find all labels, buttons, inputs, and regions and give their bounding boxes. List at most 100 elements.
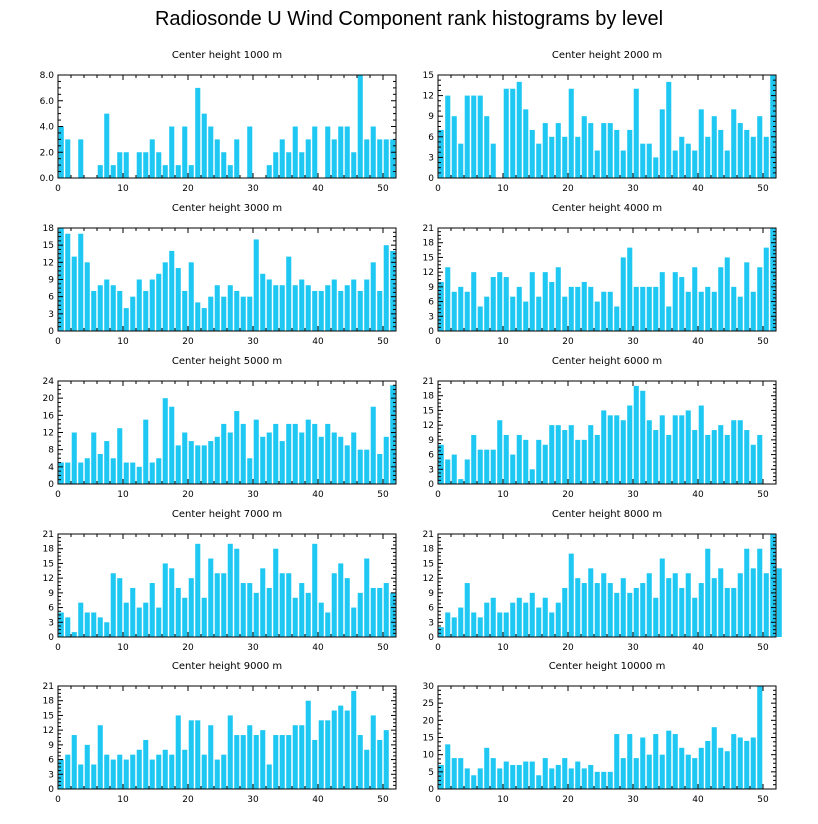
bar <box>188 262 194 331</box>
bar <box>143 152 149 178</box>
bar <box>390 139 396 179</box>
x-tick-label: 30 <box>247 184 259 194</box>
bar <box>757 434 763 484</box>
bar <box>542 444 548 484</box>
y-tick-label: 15 <box>423 559 434 569</box>
bar <box>503 612 509 637</box>
y-tick-label: 6 <box>48 756 54 766</box>
bar <box>516 286 522 331</box>
x-tick-label: 40 <box>312 490 324 500</box>
bar <box>614 415 620 484</box>
bar <box>620 257 626 331</box>
bar <box>208 126 214 178</box>
y-tick-label: 20 <box>423 716 435 726</box>
x-tick-label: 20 <box>182 184 194 194</box>
bar <box>312 739 318 789</box>
bar <box>614 734 620 789</box>
bar <box>646 573 652 637</box>
bar <box>594 434 600 484</box>
bar <box>620 420 626 484</box>
x-tick-label: 0 <box>55 490 61 500</box>
bar <box>390 592 396 637</box>
bar <box>331 573 337 637</box>
bar <box>757 686 763 789</box>
bar <box>58 462 64 484</box>
y-tick-label: 18 <box>423 239 435 249</box>
bar <box>195 302 201 331</box>
bar <box>692 430 698 484</box>
bar <box>614 129 620 178</box>
bar <box>659 272 665 331</box>
bar <box>549 281 555 331</box>
bar <box>364 279 370 331</box>
y-tick-label: 18 <box>43 697 55 707</box>
bar <box>490 143 496 178</box>
bar <box>351 279 357 331</box>
bar <box>607 415 613 484</box>
bar <box>451 758 457 789</box>
bar <box>750 568 756 637</box>
y-tick-label: 0 <box>428 633 434 643</box>
bar <box>71 735 77 789</box>
bar <box>523 761 529 789</box>
bar <box>620 758 626 789</box>
bar <box>299 432 305 484</box>
bar <box>659 558 665 637</box>
bar <box>253 419 259 485</box>
x-tick-label: 30 <box>247 643 259 653</box>
bar <box>84 262 90 331</box>
bar <box>458 758 464 789</box>
bar <box>351 690 357 789</box>
bar <box>497 272 503 331</box>
bar <box>510 764 516 789</box>
bar <box>253 239 259 331</box>
bar <box>438 129 444 178</box>
bar <box>588 764 594 789</box>
bar <box>390 250 396 331</box>
bar <box>705 286 711 331</box>
bar <box>123 152 129 178</box>
bar <box>477 768 483 789</box>
panel-title: Center height 1000 m <box>172 50 282 61</box>
y-tick-label: 12 <box>43 429 54 439</box>
bar <box>260 436 266 484</box>
bar <box>737 737 743 789</box>
bar <box>162 165 168 179</box>
bar <box>247 725 253 789</box>
bar <box>614 306 620 331</box>
bar <box>182 290 188 331</box>
bar <box>117 428 123 484</box>
x-tick-label: 20 <box>182 490 194 500</box>
x-tick-label: 10 <box>117 337 129 347</box>
bar <box>143 739 149 789</box>
y-tick-label: 25 <box>423 699 434 709</box>
bar <box>711 578 717 637</box>
bar <box>536 143 542 178</box>
bar <box>581 116 587 178</box>
bar <box>627 734 633 789</box>
bar <box>542 597 548 637</box>
chart-panel-5: Center height 5000 m 0 4 8 12 16 20 24 0 10 20 30 40… <box>43 356 397 500</box>
bar <box>84 458 90 484</box>
bar <box>477 449 483 484</box>
bar <box>97 453 103 484</box>
bar <box>705 548 711 637</box>
bar <box>705 740 711 789</box>
bar <box>286 152 292 178</box>
bar <box>214 139 220 179</box>
bar <box>136 607 142 637</box>
bar <box>201 113 207 179</box>
bar <box>770 228 776 331</box>
bar <box>549 768 555 789</box>
bar <box>71 256 77 331</box>
bar <box>175 165 181 179</box>
bar <box>536 296 542 331</box>
bar <box>338 126 344 178</box>
bar <box>770 534 776 637</box>
bar <box>529 129 535 178</box>
bar <box>123 759 129 789</box>
y-tick-label: 9 <box>48 589 54 599</box>
bar <box>286 573 292 637</box>
x-tick-label: 40 <box>692 795 704 805</box>
bar <box>195 445 201 485</box>
